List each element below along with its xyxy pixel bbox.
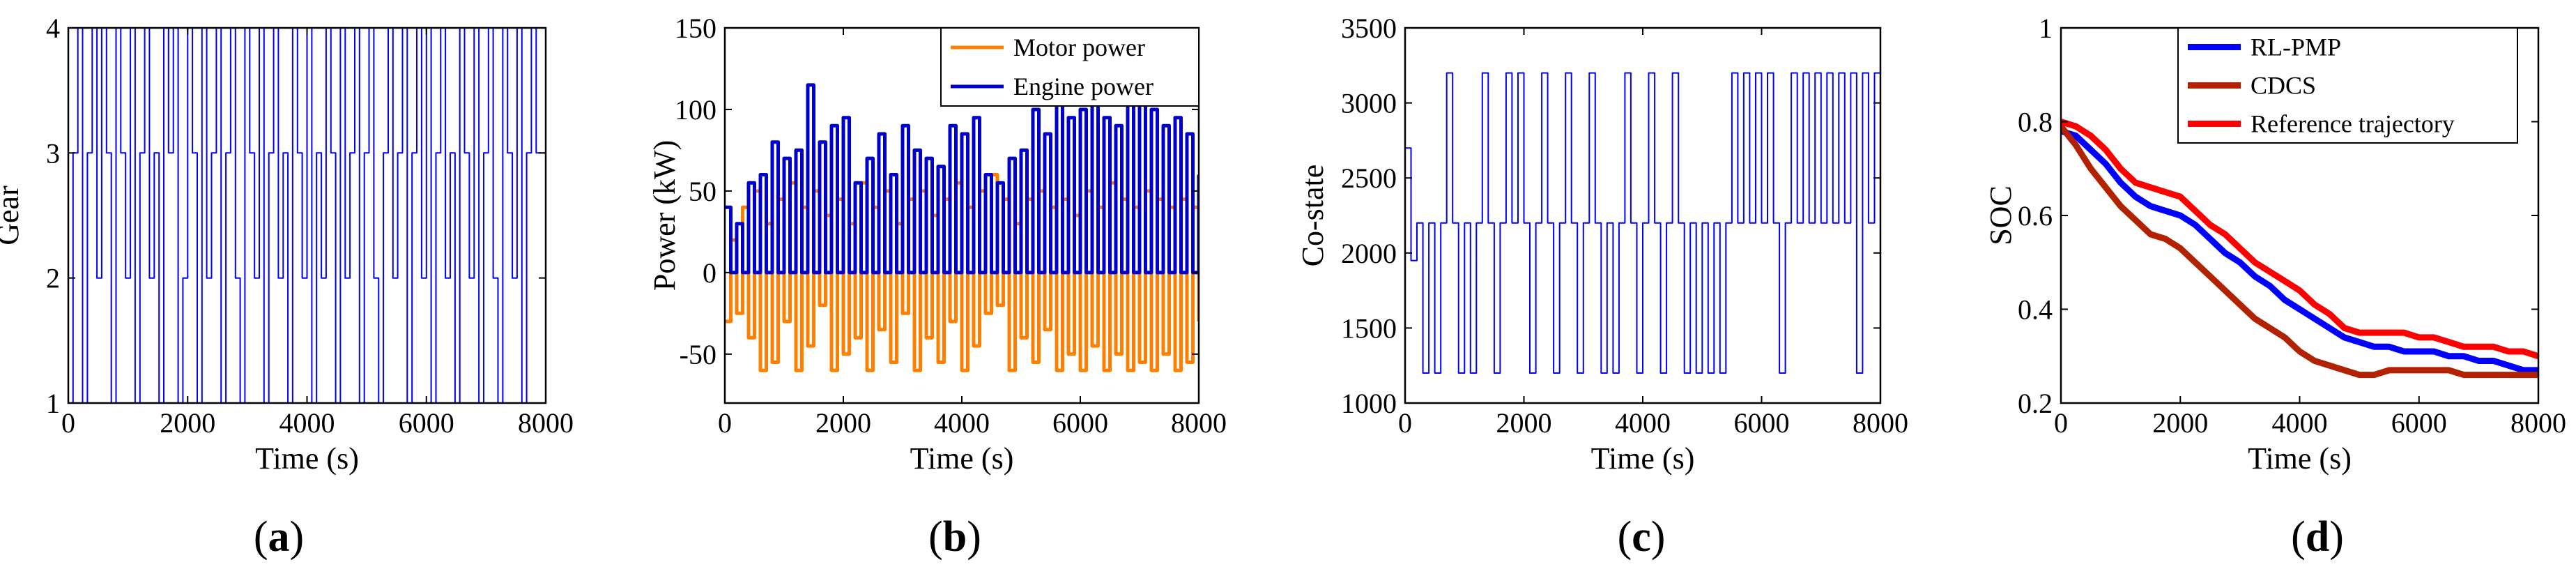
- legend-label: Reference trajectory: [2251, 110, 2455, 138]
- y-tick-label: 1000: [1341, 388, 1397, 419]
- legend-label: Engine power: [1013, 73, 1153, 100]
- x-tick-label: 6000: [399, 407, 454, 439]
- y-tick-label: 3: [46, 137, 60, 169]
- x-tick-label: 4000: [2272, 407, 2328, 439]
- series-line-motor-power: [725, 173, 1199, 372]
- series-line-engine-power: [725, 83, 1199, 275]
- x-tick-label: 8000: [518, 407, 574, 439]
- y-tick-label: 50: [689, 176, 716, 207]
- series-group: [2061, 119, 2538, 379]
- x-axis-label: Time (s): [255, 441, 359, 476]
- legend-label: RL-PMP: [2251, 33, 2341, 61]
- y-tick-label: 4: [46, 13, 60, 44]
- y-axis-label: Gear: [0, 185, 25, 245]
- y-tick-label: 2500: [1341, 162, 1397, 194]
- legend-label: Motor power: [1013, 33, 1145, 61]
- panel-label-a: (a): [254, 513, 304, 561]
- x-axis-label: Time (s): [1591, 441, 1695, 476]
- y-tick-label: 0: [703, 257, 716, 289]
- y-tick-label: 3500: [1341, 13, 1397, 44]
- legend-label: CDCS: [2251, 72, 2316, 100]
- y-tick-label: 150: [675, 13, 716, 44]
- x-tick-label: 0: [718, 407, 732, 439]
- x-tick-label: 2000: [2152, 407, 2208, 439]
- panel-label-b: (b): [928, 513, 981, 561]
- y-tick-label: 100: [675, 94, 716, 126]
- y-tick-label: 0.2: [2018, 388, 2053, 419]
- series-group: [68, 28, 546, 403]
- y-tick-label: 2: [46, 263, 60, 294]
- panel-b-power-chart: 0 2000 4000 6000 8000 -50 0 50 100 150 Time (s) Pow…: [647, 13, 1227, 476]
- series-line-0: [68, 28, 546, 403]
- y-axis-label: Power (kW): [647, 140, 682, 291]
- x-tick-label: 6000: [2391, 407, 2447, 439]
- legend-box: [940, 27, 1199, 107]
- panel-a-gear-chart: 0 2000 4000 6000 8000 1 2 3 4 Time (s) Gear: [0, 13, 574, 476]
- x-tick-label: 4000: [934, 407, 990, 439]
- x-tick-label: 6000: [1052, 407, 1108, 439]
- y-tick-label: -50: [680, 339, 716, 370]
- series-line-reference-trajectory: [2061, 119, 2538, 360]
- series-line-rl-pmp: [2061, 128, 2538, 374]
- y-tick-label: 0.6: [2018, 200, 2053, 232]
- x-tick-label: 8000: [1853, 407, 1908, 439]
- panel-d-soc-chart: 0 2000 4000 6000 8000 0.2 0.4 0.6 0.8 1 Time (s) SO…: [1984, 13, 2566, 476]
- panel-label-d: (d): [2291, 513, 2344, 561]
- y-tick-label: 1500: [1341, 312, 1397, 344]
- series-line-0: [1405, 72, 1880, 374]
- legend: RL-PMP CDCS Reference trajectory: [2177, 27, 2518, 144]
- y-axis-label: SOC: [1984, 185, 2018, 245]
- x-tick-label: 2000: [815, 407, 871, 439]
- x-tick-label: 0: [1398, 407, 1412, 439]
- x-tick-label: 8000: [1171, 407, 1227, 439]
- y-tick-label: 1: [2039, 13, 2053, 44]
- y-tick-label: 1: [46, 388, 60, 419]
- panel-c-costate-chart: 0 2000 4000 6000 8000 1000 1500 2000 2500 3000 350…: [1296, 13, 1908, 476]
- y-axis-label: Co-state: [1296, 165, 1330, 267]
- x-tick-label: 0: [61, 407, 75, 439]
- y-tick-label: 3000: [1341, 88, 1397, 119]
- x-tick-label: 4000: [1615, 407, 1671, 439]
- y-tick-label: 0.8: [2018, 107, 2053, 138]
- x-tick-label: 0: [2054, 407, 2068, 439]
- series-group: [1405, 72, 1880, 374]
- x-tick-label: 2000: [160, 407, 215, 439]
- panel-label-c: (c): [1618, 513, 1666, 561]
- x-axis-label: Time (s): [2248, 441, 2352, 476]
- series-line-cdcs: [2061, 124, 2538, 379]
- y-tick-label: 2000: [1341, 238, 1397, 269]
- x-axis-label: Time (s): [910, 441, 1014, 476]
- legend: Motor power Engine power: [940, 27, 1199, 107]
- series-group: [725, 83, 1199, 372]
- x-tick-label: 4000: [279, 407, 335, 439]
- y-tick-label: 0.4: [2018, 294, 2053, 326]
- x-tick-label: 8000: [2510, 407, 2566, 439]
- x-tick-label: 6000: [1734, 407, 1790, 439]
- x-tick-label: 2000: [1496, 407, 1552, 439]
